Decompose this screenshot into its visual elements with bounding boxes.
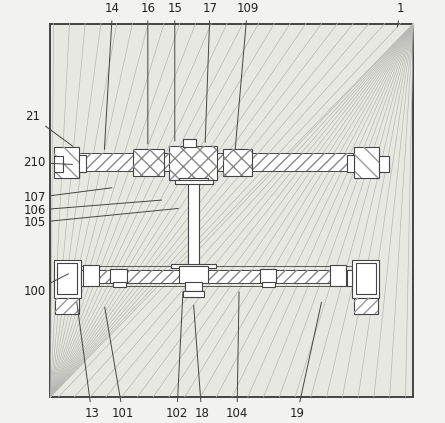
Text: 210: 210 [23,156,73,169]
Bar [223,149,251,176]
Bar [354,298,378,314]
Bar [57,263,77,294]
Bar [79,269,353,283]
Bar [175,180,213,184]
Bar [354,147,379,178]
Text: 102: 102 [166,292,188,420]
Text: 106: 106 [23,200,162,217]
Bar [183,291,204,297]
Bar [379,156,389,172]
Bar [223,149,251,176]
Bar [170,146,217,180]
Text: 21: 21 [25,110,73,146]
Bar [134,149,164,176]
Bar [260,269,276,283]
Bar [134,149,164,176]
Bar [347,156,354,172]
Text: 19: 19 [290,302,321,420]
Bar [189,182,199,266]
Text: 107: 107 [23,188,112,204]
Bar [330,265,346,286]
Bar [170,264,216,268]
Text: 18: 18 [194,305,209,420]
Bar [354,298,378,314]
Bar [54,260,81,298]
Bar [83,265,99,286]
Bar [54,147,79,178]
Bar [262,282,275,287]
Text: 1: 1 [397,2,405,27]
Bar [79,156,85,172]
Bar [352,260,379,298]
Bar [81,270,85,286]
Bar [356,263,376,294]
Bar [54,156,63,172]
Bar [183,139,196,147]
Text: 17: 17 [202,2,218,142]
Bar [55,298,79,314]
Text: 100: 100 [23,274,69,298]
Bar [354,147,379,178]
Bar [185,282,202,291]
Bar [179,266,208,283]
Bar [348,270,352,286]
Bar [55,298,79,314]
Bar [113,282,126,287]
Bar [170,146,217,180]
Bar [50,24,413,397]
Bar [79,269,353,283]
Text: 14: 14 [105,2,120,149]
Text: 101: 101 [105,307,134,420]
Text: 109: 109 [235,2,259,149]
Bar [79,154,353,171]
Bar [54,147,79,178]
Text: 105: 105 [23,209,178,229]
Text: 13: 13 [77,302,99,420]
Text: 104: 104 [226,292,248,420]
Bar [110,269,127,283]
Bar [179,178,208,182]
Text: 15: 15 [167,2,182,141]
Bar [183,266,204,271]
Bar [79,154,353,171]
Text: 16: 16 [140,2,155,144]
